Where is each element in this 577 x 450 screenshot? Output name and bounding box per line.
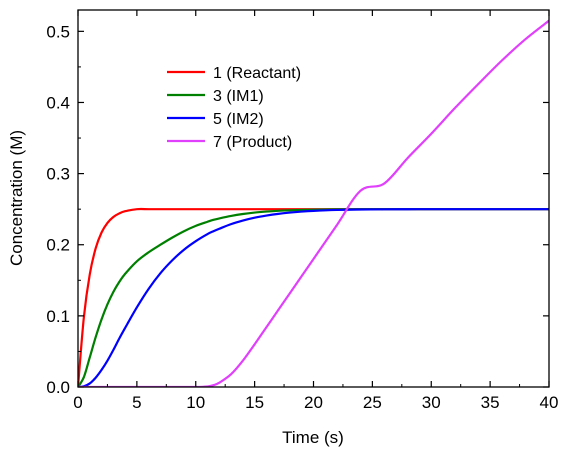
- legend-label: 3 (IM1): [213, 88, 264, 105]
- y-tick-label: 0.5: [46, 22, 70, 41]
- tick-layer: 0 5 10 15 20 25 30 35 40 0.0 0.1 0.2 0.3 0.4 0.5: [46, 10, 558, 412]
- x-tick-label: 25: [363, 393, 382, 412]
- legend-label: 1 (Reactant): [213, 65, 301, 82]
- x-tick-label: 10: [186, 393, 205, 412]
- legend: 1 (Reactant) 3 (IM1) 5 (IM2) 7 (Product): [167, 65, 301, 151]
- x-tick-label: 5: [132, 393, 141, 412]
- x-axis-title: Time (s): [282, 428, 344, 447]
- y-tick-label: 0.3: [46, 165, 70, 184]
- x-tick-label: 35: [481, 393, 500, 412]
- y-tick-label: 0.2: [46, 236, 70, 255]
- x-tick-label: 0: [73, 393, 82, 412]
- series-line-4: [78, 19, 549, 387]
- legend-label: 7 (Product): [213, 134, 292, 151]
- y-tick-label: 0.4: [46, 93, 70, 112]
- legend-label: 5 (IM2): [213, 111, 264, 128]
- series-layer: [78, 19, 549, 387]
- y-tick-label: 0.1: [46, 307, 70, 326]
- x-tick-label: 20: [304, 393, 323, 412]
- x-tick-label: 40: [540, 393, 559, 412]
- x-tick-label: 30: [422, 393, 441, 412]
- y-tick-label: 0.0: [46, 378, 70, 397]
- x-tick-label: 15: [245, 393, 264, 412]
- plot-area: [78, 10, 549, 387]
- y-axis-title: Concentration (M): [7, 130, 26, 266]
- series-line-3: [78, 208, 549, 387]
